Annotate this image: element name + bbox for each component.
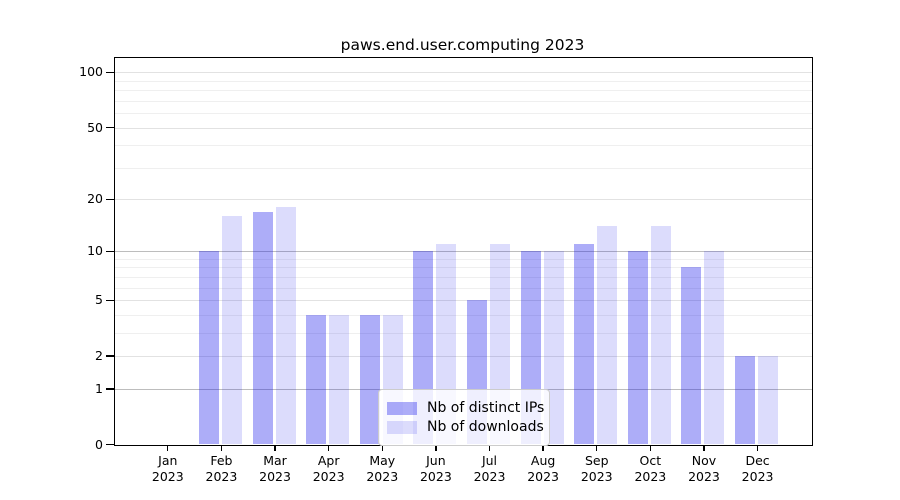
gridline-mid bbox=[115, 355, 812, 357]
bar-nb-of-downloads-dec bbox=[758, 355, 779, 445]
gridline-minor bbox=[115, 287, 812, 289]
y-axis-tick bbox=[106, 127, 114, 129]
bar-nb-of-downloads-mar bbox=[275, 207, 296, 445]
bar-nb-of-downloads-nov bbox=[704, 251, 725, 445]
gridline-minor bbox=[115, 276, 812, 278]
gridline-mid bbox=[115, 199, 812, 201]
gridline-minor bbox=[115, 258, 812, 260]
x-axis-tick bbox=[542, 445, 544, 451]
gridline-mid bbox=[115, 300, 812, 302]
y-axis-tick bbox=[106, 250, 114, 253]
y-axis-tick-label: 1 bbox=[95, 380, 103, 396]
x-axis-tick bbox=[488, 445, 491, 451]
gridline-mid bbox=[115, 127, 812, 129]
gridline-minor bbox=[115, 332, 812, 334]
y-axis-tick-label: 5 bbox=[95, 292, 103, 308]
chart-title: paws.end.user.computing 2023 bbox=[340, 36, 585, 54]
bar-nb-of-distinct-ips-mar bbox=[252, 211, 273, 445]
bar-nb-of-distinct-ips-dec bbox=[735, 355, 756, 445]
legend-item-distinct-ips: Nb of distinct IPs bbox=[387, 400, 544, 416]
plot-area: 0 1 2 5 10 20 50 100 Jan 2023 Feb 2023 Mar 2023 Apr… bbox=[79, 57, 813, 484]
x-axis-tick bbox=[167, 445, 169, 451]
legend-label-downloads: Nb of downloads bbox=[427, 419, 544, 435]
y-axis-tick-label: 100 bbox=[79, 64, 103, 80]
x-axis-tick bbox=[274, 445, 276, 451]
y-axis-tick bbox=[106, 444, 114, 446]
bar-nb-of-distinct-ips-nov bbox=[681, 267, 702, 445]
y-axis-tick-label: 2 bbox=[95, 347, 103, 363]
bar-nb-of-downloads-apr bbox=[329, 314, 350, 445]
y-axis-tick-label: 20 bbox=[87, 191, 103, 207]
y-axis-tick-label: 50 bbox=[87, 119, 103, 135]
x-axis-tick bbox=[220, 445, 223, 451]
x-axis-tick bbox=[435, 445, 437, 451]
legend-label-distinct-ips: Nb of distinct IPs bbox=[427, 400, 545, 416]
gridline-minor bbox=[115, 100, 812, 102]
gridline-minor bbox=[115, 113, 812, 115]
x-axis-tick-label: Nov 2023 bbox=[688, 453, 720, 484]
gridline-minor bbox=[115, 90, 812, 92]
legend-swatch-downloads bbox=[387, 420, 417, 434]
bar-nb-of-distinct-ips-apr bbox=[306, 314, 327, 445]
bar-nb-of-downloads-oct bbox=[650, 226, 671, 445]
x-axis-tick-label: May 2023 bbox=[366, 453, 399, 484]
y-axis-tick bbox=[106, 71, 114, 74]
x-axis-tick bbox=[756, 445, 759, 451]
y-axis-tick bbox=[106, 355, 114, 357]
x-axis-tick-label: Jan 2023 bbox=[151, 453, 184, 484]
y-axis-tick-label: 0 bbox=[95, 436, 103, 452]
gridline-minor bbox=[115, 80, 812, 82]
gridline-minor bbox=[115, 267, 812, 269]
gridline-minor bbox=[115, 314, 812, 316]
y-axis-tick bbox=[106, 388, 114, 390]
x-axis-tick-label: Feb 2023 bbox=[205, 453, 238, 484]
legend: Nb of distinct IPs Nb of downloads bbox=[378, 389, 550, 446]
x-axis-tick-label: Aug 2023 bbox=[527, 453, 560, 484]
bar-nb-of-distinct-ips-oct bbox=[627, 251, 648, 445]
x-axis-tick bbox=[596, 445, 598, 451]
gridline-minor bbox=[115, 167, 812, 169]
x-axis-tick-label: Mar 2023 bbox=[259, 453, 291, 484]
gridline-mid bbox=[115, 72, 812, 74]
x-axis-tick bbox=[703, 445, 705, 451]
x-axis-tick bbox=[381, 445, 383, 451]
x-axis-tick-label: Oct 2023 bbox=[634, 453, 667, 484]
bar-nb-of-distinct-ips-feb bbox=[198, 251, 219, 445]
y-axis-tick-label: 10 bbox=[87, 243, 103, 259]
x-axis-tick-label: Dec 2023 bbox=[741, 453, 774, 484]
x-axis-tick-label: Jul 2023 bbox=[473, 453, 506, 484]
x-axis-tick bbox=[327, 445, 330, 451]
gridline-major bbox=[115, 251, 812, 253]
legend-swatch-distinct-ips bbox=[387, 401, 417, 415]
x-axis-tick bbox=[649, 445, 652, 451]
x-axis-tick-label: Apr 2023 bbox=[312, 453, 345, 484]
bar-nb-of-downloads-feb bbox=[221, 216, 242, 445]
bar-nb-of-downloads-sep bbox=[597, 226, 618, 445]
x-axis-tick-label: Jun 2023 bbox=[419, 453, 452, 484]
bar-nb-of-distinct-ips-sep bbox=[574, 244, 595, 445]
gridline-minor bbox=[115, 145, 812, 147]
bar-nb-of-distinct-ips-may bbox=[359, 314, 380, 445]
y-axis-tick bbox=[106, 299, 114, 301]
legend-item-downloads: Nb of downloads bbox=[387, 419, 544, 435]
y-axis-tick bbox=[106, 198, 114, 200]
x-axis-tick-label: Sep 2023 bbox=[580, 453, 613, 484]
